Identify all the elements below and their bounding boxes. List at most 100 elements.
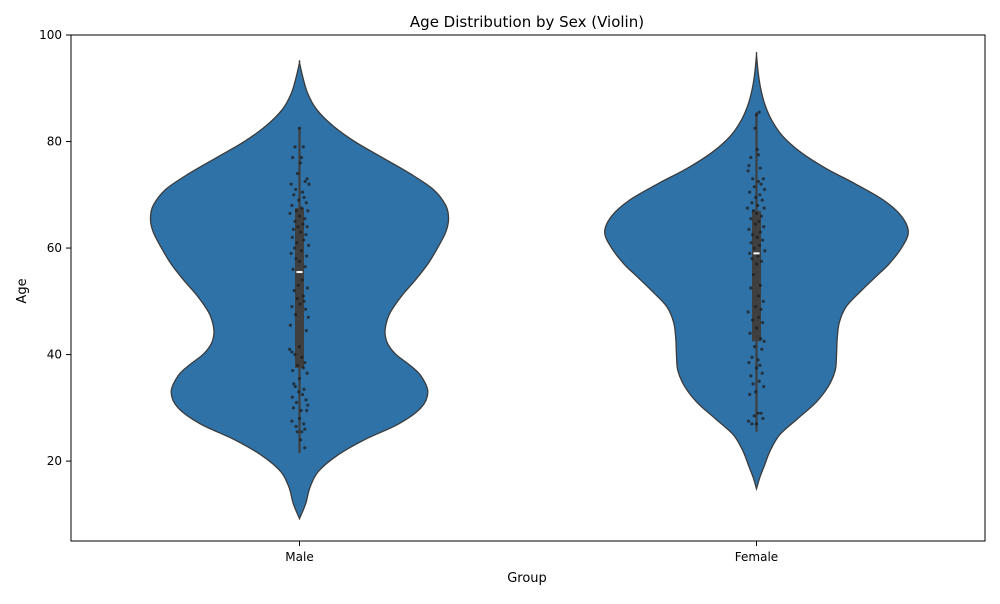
data-point	[305, 408, 309, 413]
data-point	[762, 187, 767, 192]
data-point	[754, 262, 759, 266]
data-point	[752, 185, 756, 189]
data-point	[756, 179, 761, 184]
data-point	[757, 315, 761, 319]
data-point	[292, 382, 296, 386]
data-point	[301, 222, 305, 226]
data-point	[291, 368, 295, 373]
data-point	[299, 438, 303, 442]
data-point	[751, 273, 756, 277]
data-point	[760, 347, 764, 351]
data-point	[745, 206, 749, 210]
data-point	[761, 416, 765, 421]
data-point	[754, 422, 759, 426]
data-point	[757, 243, 762, 247]
data-point	[749, 155, 753, 160]
y-tick-label: 100	[39, 28, 62, 42]
data-point	[305, 225, 309, 229]
x-tick-label: Female	[735, 550, 778, 564]
data-point	[305, 286, 310, 290]
x-tick-label: Male	[285, 550, 313, 564]
data-point	[302, 299, 306, 303]
data-point	[762, 225, 766, 229]
data-point	[300, 278, 304, 282]
data-point	[750, 422, 754, 426]
data-point	[302, 387, 306, 391]
y-tick-label: 40	[47, 348, 62, 362]
data-point	[306, 209, 310, 213]
data-point	[750, 257, 754, 261]
data-point	[293, 352, 297, 357]
data-point	[291, 227, 296, 232]
data-point	[291, 406, 296, 410]
data-point	[763, 249, 767, 253]
data-point	[753, 222, 757, 226]
data-point	[751, 233, 755, 237]
data-point	[303, 179, 307, 184]
data-point	[299, 230, 303, 234]
data-point	[306, 403, 310, 407]
data-point	[297, 376, 302, 381]
data-point	[295, 430, 299, 434]
data-point	[758, 166, 762, 170]
data-point	[747, 360, 751, 365]
data-point	[303, 217, 307, 221]
data-point	[751, 209, 756, 213]
data-point	[759, 307, 763, 311]
data-point	[750, 355, 754, 359]
data-point	[297, 344, 302, 349]
iqr-box	[752, 210, 761, 342]
data-point	[289, 182, 293, 186]
data-point	[296, 363, 300, 367]
data-point	[297, 259, 302, 263]
data-point	[304, 398, 308, 402]
data-point	[758, 193, 762, 197]
data-point	[755, 147, 759, 152]
data-point	[746, 310, 750, 314]
data-point	[760, 371, 764, 375]
data-point	[749, 241, 753, 245]
data-point	[758, 363, 762, 367]
data-point	[297, 390, 301, 394]
data-point	[759, 259, 764, 263]
data-point	[303, 307, 308, 311]
data-point	[748, 251, 752, 255]
data-point	[297, 214, 302, 218]
data-point	[749, 374, 753, 378]
plot-area: 20 40 60 80 100 Male Female	[39, 28, 986, 564]
data-point	[304, 201, 308, 205]
data-point	[294, 257, 298, 261]
data-point	[300, 190, 305, 194]
data-point	[291, 267, 295, 271]
data-point	[303, 360, 307, 365]
data-point	[299, 408, 303, 413]
data-point	[759, 214, 764, 218]
data-point	[756, 254, 760, 258]
data-point	[301, 294, 305, 298]
data-point	[292, 193, 296, 197]
data-point	[748, 331, 752, 335]
data-point	[757, 379, 761, 383]
data-point	[290, 203, 294, 208]
data-point	[757, 110, 761, 114]
data-point	[305, 371, 309, 375]
y-tick-label: 60	[47, 241, 62, 255]
data-point	[754, 113, 759, 117]
data-point	[291, 155, 295, 160]
data-point	[307, 182, 311, 186]
data-point	[292, 289, 296, 293]
data-point	[762, 339, 766, 343]
data-point	[300, 206, 304, 210]
data-point	[754, 326, 759, 330]
data-point	[749, 286, 753, 290]
data-point	[747, 163, 751, 168]
data-point	[754, 366, 759, 370]
data-point	[294, 313, 298, 317]
data-point	[288, 347, 292, 351]
data-point	[290, 235, 294, 239]
data-point	[762, 384, 766, 389]
data-point	[756, 153, 761, 157]
data-point	[299, 155, 303, 160]
data-point	[297, 198, 301, 202]
